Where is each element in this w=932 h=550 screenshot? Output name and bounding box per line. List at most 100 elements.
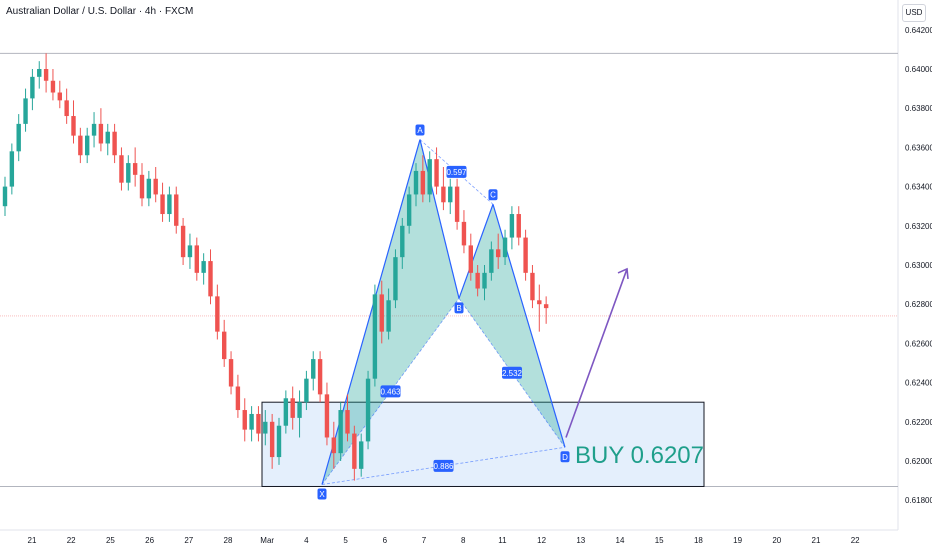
candle-body: [502, 237, 508, 258]
candle-body: [194, 245, 199, 273]
candle: [400, 217, 405, 269]
time-tick-label: 26: [145, 536, 154, 545]
candle-body: [516, 214, 521, 238]
candle-body: [379, 294, 384, 332]
candle: [386, 288, 391, 340]
candle: [448, 178, 453, 215]
candle: [139, 163, 145, 207]
time-tick-label: 4: [304, 536, 309, 545]
candle: [71, 100, 76, 144]
candle-body: [468, 245, 473, 273]
time-tick-label: 8: [461, 536, 466, 545]
candle: [468, 233, 473, 281]
candle: [64, 88, 69, 124]
projection-arrow[interactable]: [565, 267, 629, 438]
candle: [146, 170, 152, 207]
candle: [523, 229, 528, 281]
time-tick-label: 15: [655, 536, 664, 545]
price-tick-label: 0.63600: [905, 143, 932, 152]
time-tick-label: 28: [224, 536, 233, 545]
candle: [112, 123, 117, 164]
candle: [372, 284, 378, 387]
candle: [543, 296, 549, 324]
time-tick-label: 21: [28, 536, 37, 545]
time-tick-label: 5: [343, 536, 348, 545]
candle-body: [235, 386, 241, 411]
candle-body: [153, 178, 158, 195]
point-label-bg: [415, 124, 425, 136]
candle: [338, 402, 343, 461]
ratio-label-bg: [380, 385, 401, 398]
candle-body: [393, 257, 398, 301]
candle-body: [448, 186, 453, 203]
candle: [297, 390, 302, 438]
candle: [153, 167, 158, 203]
pattern-point-c: C: [488, 189, 498, 201]
candle: [57, 80, 62, 109]
arrow-shaft: [565, 268, 628, 438]
candle: [331, 421, 336, 469]
time-tick-label: 22: [851, 536, 860, 545]
candle-body: [64, 100, 69, 117]
candle-body: [454, 186, 460, 222]
time-tick-label: 11: [498, 536, 507, 545]
candle: [2, 176, 8, 216]
pattern-point-b: B: [454, 302, 464, 314]
candle-body: [16, 123, 21, 152]
candle: [98, 108, 104, 152]
candle: [263, 410, 268, 446]
price-axis[interactable]: 0.64200 0.64000 0.63800 0.63600 0.63400 0.632…: [897, 0, 932, 530]
candle: [215, 284, 220, 340]
candle: [489, 241, 494, 281]
candle-body: [420, 170, 426, 195]
candle: [482, 265, 487, 301]
candle-body: [345, 410, 350, 434]
candle: [30, 69, 35, 111]
bcd-triangle: [459, 204, 565, 448]
pattern-point-d: D: [560, 451, 570, 463]
candle-body: [98, 123, 104, 144]
currency-button[interactable]: USD: [902, 4, 926, 22]
time-tick-label: 22: [67, 536, 76, 545]
candle: [23, 88, 28, 132]
candle-body: [208, 261, 213, 297]
candle-body: [359, 441, 364, 469]
buy-annotation: BUY 0.6207: [575, 442, 704, 469]
point-label-bg: [560, 451, 570, 463]
candle: [352, 425, 357, 481]
price-tick-label: 0.62600: [905, 339, 932, 348]
candle-body: [365, 378, 371, 442]
candle-body: [228, 359, 234, 387]
pattern-point-a: A: [415, 124, 425, 136]
ratio-label-bg: [502, 366, 522, 379]
candle-body: [482, 272, 487, 289]
candle-body: [2, 186, 8, 207]
candle-body: [324, 394, 330, 438]
candle-body: [50, 80, 56, 93]
chart-title: Australian Dollar / U.S. Dollar · 4h · F…: [6, 6, 194, 17]
candle-body: [37, 69, 42, 77]
candle: [132, 147, 138, 187]
candle-body: [461, 221, 467, 246]
point-label-text: D: [562, 453, 568, 462]
candle: [43, 53, 49, 93]
candle: [454, 178, 460, 230]
ratio-label: 0.463: [380, 385, 401, 398]
point-label-text: X: [319, 490, 325, 499]
candle-body: [112, 131, 117, 156]
candle-body: [242, 410, 247, 430]
time-axis[interactable]: 21 22 25 26 27 28 Mar 4 5 6 7 8 11 12 13 14 15 18 19 20 21 22: [0, 529, 898, 545]
price-tick-label: 0.64200: [905, 26, 932, 35]
price-tick-label: 0.62200: [905, 418, 932, 427]
pattern-leg: [321, 139, 421, 485]
pattern-ratio-line: [419, 139, 494, 205]
candle-body: [489, 249, 494, 273]
candle: [441, 167, 446, 211]
candle-body: [30, 76, 35, 99]
price-tick-label: 0.64000: [905, 65, 932, 74]
candle: [242, 398, 247, 442]
candle: [509, 206, 515, 250]
time-tick-label: 19: [733, 536, 742, 545]
ratio-label-bg: [446, 165, 467, 178]
